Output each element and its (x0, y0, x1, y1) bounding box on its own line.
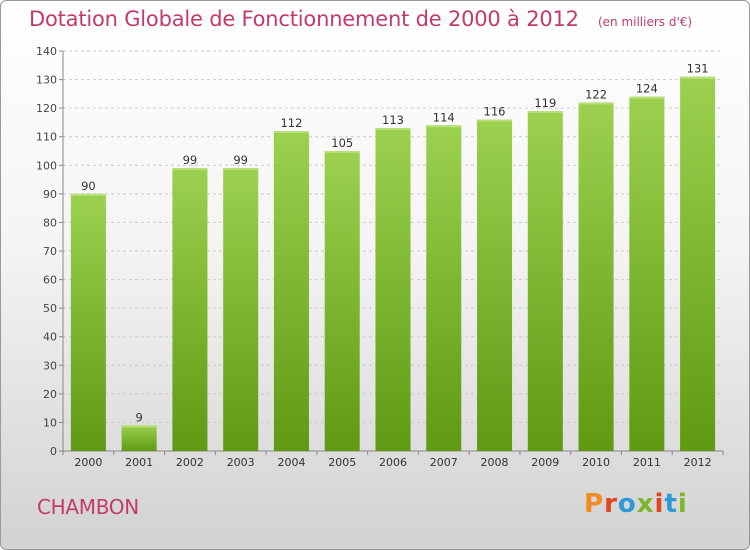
data-label-2002: 99 (183, 153, 198, 167)
y-tick-label: 20 (43, 388, 57, 401)
y-tick-label: 30 (43, 359, 57, 372)
data-label-2009: 119 (534, 96, 556, 110)
y-tick-label: 140 (36, 45, 57, 58)
logo-letter: P (584, 489, 605, 519)
y-tick-label: 70 (43, 245, 57, 258)
logo-letter: r (604, 489, 618, 519)
data-label-2001: 9 (135, 410, 142, 424)
logo-letter: i (677, 489, 688, 519)
x-tick-label: 2004 (277, 456, 305, 469)
y-tick-label: 80 (43, 216, 57, 229)
data-label-2007: 114 (433, 110, 455, 124)
bar-highlight (70, 193, 106, 196)
data-labels: 90 2000 9 2001 99 2002 99 2003 112 2004 105 2005 113… (74, 62, 711, 469)
bar-highlight (223, 168, 259, 171)
y-tick-label: 100 (36, 159, 57, 172)
bar-2003[interactable] (223, 168, 259, 451)
bar-2012[interactable] (680, 76, 716, 451)
y-tick-label: 130 (36, 74, 57, 87)
bar-2011[interactable] (629, 96, 665, 451)
x-tick-label: 2007 (430, 456, 458, 469)
bar-highlight (172, 168, 208, 171)
bar-2009[interactable] (527, 111, 563, 451)
bar-2002[interactable] (172, 168, 208, 451)
bar-highlight (578, 102, 614, 105)
data-label-2006: 113 (382, 113, 404, 127)
bar-2005[interactable] (324, 151, 360, 451)
logo-letter: x (636, 489, 655, 519)
x-tick-label: 2006 (379, 456, 407, 469)
bar-highlight (324, 151, 360, 153)
x-tick-label: 2012 (684, 456, 712, 469)
x-tick-label: 2010 (582, 456, 610, 469)
bar-highlight (375, 128, 411, 131)
bar-highlight (426, 125, 462, 128)
data-label-2012: 131 (687, 62, 709, 76)
logo-letter: t (664, 489, 678, 519)
bar-highlight (680, 76, 716, 79)
x-tick-label: 2002 (176, 456, 204, 469)
bar-2010[interactable] (578, 102, 614, 451)
bar-highlight (527, 111, 563, 113)
bar-highlight (121, 425, 157, 428)
title-main: Dotation Globale de Fonctionnement de 20… (29, 7, 579, 31)
data-label-2010: 122 (585, 87, 607, 101)
bar-highlight (477, 119, 513, 122)
axes: 0 10 20 30 40 50 60 70 80 90 100 110 120 130 140 (36, 45, 724, 458)
chart-title: Dotation Globale de Fonctionnement de 20… (29, 7, 692, 31)
proxiti-logo[interactable]: Proxiti (584, 489, 688, 519)
x-tick-label: 2008 (481, 456, 509, 469)
bars (70, 76, 716, 452)
y-tick-label: 40 (43, 331, 57, 344)
y-tick-label: 60 (43, 274, 57, 287)
bar-2000[interactable] (70, 193, 106, 451)
x-tick-label: 2000 (74, 456, 102, 469)
bar-2001[interactable] (121, 425, 157, 451)
logo-letter: o (617, 489, 637, 519)
data-label-2005: 105 (331, 136, 353, 150)
bar-highlight (629, 96, 665, 99)
x-tick-label: 2005 (328, 456, 356, 469)
title-unit: (en milliers d'€) (597, 15, 693, 29)
bar-2008[interactable] (477, 119, 513, 452)
data-label-2000: 90 (81, 179, 96, 193)
y-tick-label: 110 (36, 131, 57, 144)
data-label-2008: 116 (484, 105, 506, 119)
data-label-2004: 112 (280, 116, 302, 130)
x-tick-label: 2009 (531, 456, 559, 469)
x-tick-label: 2003 (227, 456, 255, 469)
y-tick-label: 90 (43, 188, 57, 201)
commune-name: CHAMBON (37, 495, 139, 519)
bar-2007[interactable] (426, 125, 462, 452)
y-tick-label: 120 (36, 102, 57, 115)
y-tick-label: 50 (43, 302, 57, 315)
bar-2006[interactable] (375, 128, 411, 451)
data-label-2011: 124 (636, 82, 658, 96)
bar-2004[interactable] (273, 131, 309, 451)
y-tick-label: 0 (50, 445, 57, 458)
x-tick-label: 2001 (125, 456, 153, 469)
data-label-2003: 99 (233, 153, 248, 167)
logo-letter: i (654, 489, 665, 519)
y-tick-label: 10 (43, 416, 57, 429)
x-tick-label: 2011 (633, 456, 661, 469)
bar-highlight (273, 131, 309, 133)
